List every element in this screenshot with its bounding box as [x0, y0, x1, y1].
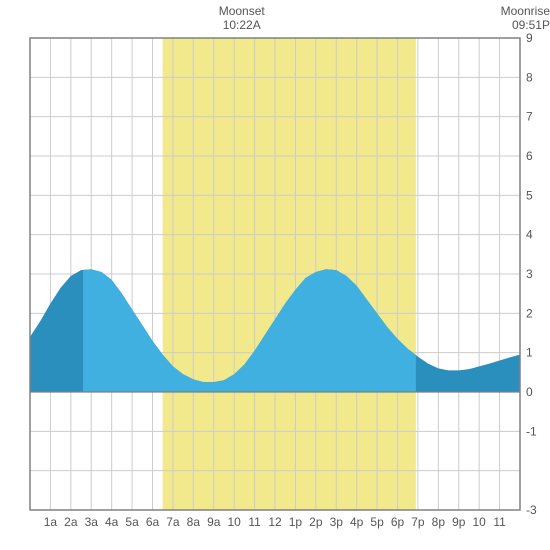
x-tick-label: 8p	[432, 515, 446, 529]
y-tick-label: 8	[526, 70, 533, 84]
y-tick-label: -1	[526, 424, 537, 438]
x-tick-label: 4p	[350, 515, 364, 529]
x-tick-label: 5a	[125, 515, 139, 529]
moonset-label: Moonset	[219, 4, 265, 18]
y-tick-label: 7	[526, 110, 533, 124]
x-tick-label: 1a	[44, 515, 58, 529]
moonrise-header: Moonrise 09:51P	[470, 4, 550, 33]
x-axis-labels: 1a 2a 3a 4a 5a 6a 7a 8a 9a 10 11 12 1p 2p 3p 4p 5p 6p 7p 8p…	[44, 515, 506, 529]
x-tick-label: 7a	[166, 515, 180, 529]
tide-chart: Moonset 10:22A Moonrise 09:51P 1a 2a 3a 4a 5…	[0, 0, 550, 550]
y-tick-label: 9	[526, 31, 533, 45]
y-tick-label: 3	[526, 267, 533, 281]
moonset-header: Moonset 10:22A	[202, 4, 282, 33]
moonrise-time: 09:51P	[512, 18, 550, 32]
y-tick-label: 4	[526, 228, 533, 242]
y-tick-label: 6	[526, 149, 533, 163]
x-tick-label: 6a	[146, 515, 160, 529]
moonset-time: 10:22A	[223, 18, 261, 32]
y-tick-label: 2	[526, 306, 533, 320]
x-tick-label: 3p	[330, 515, 344, 529]
x-tick-label: 4a	[105, 515, 119, 529]
x-tick-label: 6p	[391, 515, 405, 529]
x-tick-label: 2p	[309, 515, 323, 529]
x-tick-label: 10	[227, 515, 241, 529]
x-tick-label: 11	[493, 515, 506, 529]
y-tick-label: 5	[526, 188, 533, 202]
y-tick-label: 0	[526, 385, 533, 399]
moonrise-label: Moonrise	[501, 4, 550, 18]
x-tick-label: 3a	[85, 515, 99, 529]
x-tick-label: 11	[248, 515, 261, 529]
x-tick-label: 9a	[207, 515, 221, 529]
y-tick-label: 1	[526, 346, 533, 360]
x-tick-label: 8a	[187, 515, 201, 529]
x-tick-label: 9p	[452, 515, 466, 529]
x-tick-label: 5p	[370, 515, 384, 529]
x-tick-label: 2a	[64, 515, 78, 529]
x-tick-label: 10	[472, 515, 486, 529]
x-tick-label: 7p	[411, 515, 425, 529]
chart-svg: 1a2a3a4a5a6a7a8a9a1011121p2p3p4p5p6p7p8p…	[0, 0, 550, 550]
y-tick-label: -3	[526, 503, 537, 517]
x-tick-label: 12	[268, 515, 282, 529]
x-tick-label: 1p	[289, 515, 303, 529]
